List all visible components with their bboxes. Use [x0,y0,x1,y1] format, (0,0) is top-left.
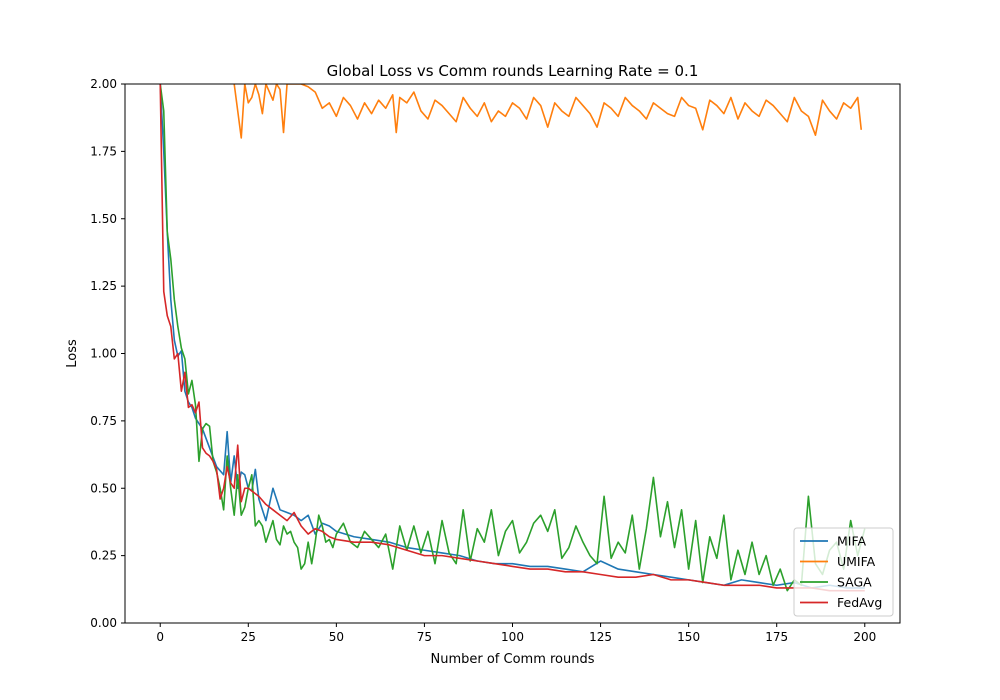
legend-label-umifa: UMIFA [837,554,876,569]
x-tick-label: 50 [329,630,344,644]
y-tick-label: 0.75 [90,414,117,428]
x-axis-ticks: 0 25 50 75 100 125 150 175 200 [156,623,876,644]
x-tick-label: 75 [417,630,432,644]
y-tick-label: 0.25 [90,549,117,563]
x-tick-label: 25 [241,630,256,644]
chart-title: Global Loss vs Comm rounds Learning Rate… [327,62,699,80]
legend-label-saga: SAGA [837,575,872,590]
y-axis-ticks: 0.00 0.25 0.50 0.75 1.00 1.25 1.50 1.75 2.00 [90,77,125,630]
legend-label-fedavg: FedAvg [837,595,882,610]
y-tick-label: 1.25 [90,279,117,293]
y-tick-label: 1.00 [90,347,117,361]
y-tick-label: 1.75 [90,144,117,158]
legend: MIFA UMIFA SAGA FedAvg [793,527,894,617]
y-axis-label: Loss [65,339,80,368]
x-tick-label: 0 [156,630,164,644]
y-tick-label: 2.00 [90,77,117,91]
series-line-fedavg [159,84,865,592]
x-tick-label: 200 [853,630,876,644]
y-tick-label: 1.50 [90,212,117,226]
x-tick-label: 150 [677,630,700,644]
x-tick-label: 100 [501,630,524,644]
y-tick-label: 0.50 [90,481,117,495]
legend-label-mifa: MIFA [837,534,867,549]
y-tick-label: 0.00 [90,616,117,630]
x-axis-label: Number of Comm rounds [430,652,594,667]
x-tick-label: 175 [765,630,788,644]
legend-box [793,527,894,617]
series-line-saga [159,84,866,592]
x-tick-label: 125 [589,630,612,644]
